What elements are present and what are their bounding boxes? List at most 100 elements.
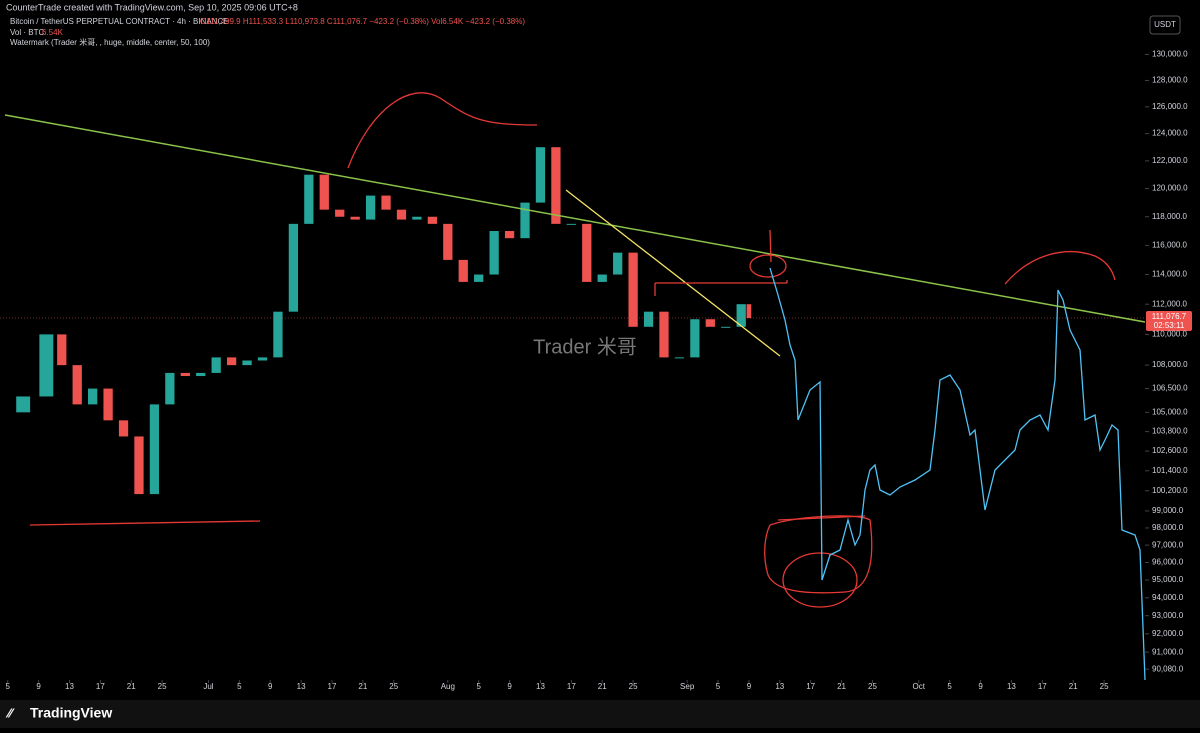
candle: [211, 357, 221, 373]
candle: [350, 216, 360, 220]
candle: [103, 388, 113, 421]
x-tick-label: 17: [806, 682, 815, 691]
candle: [365, 195, 376, 220]
x-tick-label: 17: [328, 682, 337, 691]
x-tick-label: 17: [96, 682, 105, 691]
y-tick-label: 93,000.0: [1152, 611, 1184, 620]
x-tick-label: 5: [947, 682, 952, 691]
candle: [443, 223, 453, 260]
volume-value: 6.54K: [42, 28, 64, 37]
y-tick-label: 95,000.0: [1152, 575, 1184, 584]
candle: [520, 202, 530, 239]
candles: [16, 147, 752, 495]
candle: [72, 365, 82, 405]
candle: [582, 223, 592, 282]
x-tick-label: 5: [716, 682, 721, 691]
y-tick-label: 112,000.0: [1152, 299, 1188, 308]
y-tick-label: 118,000.0: [1152, 212, 1188, 221]
candle: [746, 304, 752, 319]
y-tick-label: 96,000.0: [1152, 558, 1184, 567]
candle: [504, 231, 515, 239]
y-tick-label: 90,080.0: [1152, 664, 1184, 673]
currency: USDT: [1154, 20, 1176, 29]
y-tick-label: 100,200.0: [1152, 486, 1188, 495]
candle: [288, 223, 299, 312]
y-tick-label: 126,000.0: [1152, 102, 1188, 111]
watermark-line: Watermark (Trader 米哥, , huge, middle, ce…: [10, 37, 210, 47]
y-tick-label: 114,000.0: [1152, 270, 1188, 279]
footer: [0, 700, 1200, 728]
y-tick-label: 110,000.0: [1152, 329, 1188, 338]
y-tick-label: 92,000.0: [1152, 629, 1184, 638]
candle: [165, 372, 175, 405]
x-tick-label: 5: [237, 682, 242, 691]
candle: [566, 223, 576, 225]
credit: CounterTrade created with TradingView.co…: [6, 2, 298, 12]
candle: [257, 357, 268, 361]
candle: [551, 147, 561, 224]
x-tick-label: 9: [36, 682, 41, 691]
y-tick-label: 128,000.0: [1152, 76, 1188, 85]
candle: [396, 209, 407, 220]
candle: [628, 252, 638, 327]
x-tick-label: 21: [598, 682, 607, 691]
price-label-box: [1146, 311, 1192, 331]
candle: [335, 209, 345, 217]
price-label: 111,076.7: [1152, 312, 1187, 321]
x-tick-label: 25: [158, 682, 167, 691]
x-tick-label: Oct: [913, 682, 926, 691]
y-tick-label: 124,000.0: [1152, 129, 1188, 138]
y-tick-label: 130,000.0: [1152, 50, 1188, 59]
candle: [196, 372, 206, 377]
ohlc: O111,499.9 H111,533.3 L110,973.8 C111,07…: [200, 17, 525, 26]
x-tick-label: 9: [978, 682, 983, 691]
y-tick-label: 102,600.0: [1152, 446, 1188, 455]
candle: [613, 252, 623, 275]
y-tick-label: 91,000.0: [1152, 647, 1184, 656]
currency-box: [1149, 15, 1181, 35]
x-tick-label: 25: [389, 682, 398, 691]
y-tick-label: 103,800.0: [1152, 427, 1188, 436]
y-tick-label: 99,000.0: [1152, 506, 1184, 515]
candle: [57, 334, 67, 366]
x-tick-label: 13: [297, 682, 306, 691]
candle: [427, 216, 437, 224]
candle: [721, 326, 731, 328]
x-tick-label: 25: [1100, 682, 1109, 691]
x-tick-label: 21: [1069, 682, 1078, 691]
candle: [412, 216, 422, 220]
x-tick-label: Sep: [680, 682, 695, 691]
candle: [149, 404, 160, 495]
candle: [118, 420, 129, 437]
y-tick-label: 98,000.0: [1152, 523, 1184, 532]
candle: [659, 311, 669, 358]
y-tick-label: 106,500.0: [1152, 384, 1188, 393]
candle: [705, 319, 715, 327]
candle: [242, 360, 252, 366]
x-tick-label: 5: [5, 682, 10, 691]
x-tick-label: 25: [629, 682, 638, 691]
x-tick-label: 17: [1038, 682, 1047, 691]
x-tick-label: 21: [837, 682, 846, 691]
x-tick-label: 5: [476, 682, 481, 691]
candle: [88, 388, 98, 405]
watermark: Trader 米哥: [533, 335, 637, 358]
candle: [643, 311, 654, 327]
countdown: 02:53:11: [1154, 321, 1185, 330]
x-tick-label: Aug: [441, 682, 455, 691]
x-tick-label: 13: [1007, 682, 1016, 691]
y-tick-label: 97,000.0: [1152, 540, 1184, 549]
candle: [458, 259, 468, 282]
x-tick-label: 9: [507, 682, 512, 691]
candle: [474, 274, 484, 282]
candle: [304, 174, 314, 224]
annotations: [29, 92, 1116, 608]
candle: [674, 357, 685, 359]
volume-label: Vol · BTC: [10, 28, 44, 37]
candle: [736, 304, 746, 327]
candle: [319, 174, 329, 210]
x-tick-label: 13: [536, 682, 545, 691]
trendline: [4, 114, 1146, 323]
projection: [769, 267, 1146, 681]
